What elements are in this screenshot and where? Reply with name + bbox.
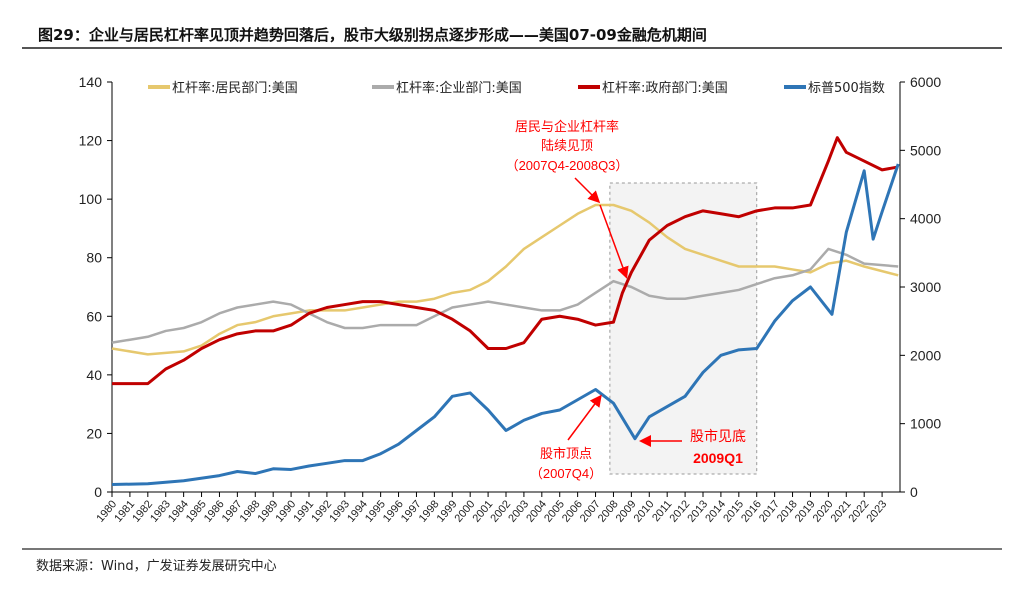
footer-divider [22,548,1002,550]
y-left-tick-label: 0 [94,484,102,500]
legend-label-0: 杠杆率:居民部门:美国 [172,80,298,96]
legend-label-2: 杠杆率:政府部门:美国 [602,80,728,96]
chart-frame [20,20,1003,577]
y-left-tick-label: 120 [79,133,103,149]
annotation-text: （2007Q4） [530,466,602,481]
series-line-2 [112,136,899,386]
y-left-tick-label: 20 [86,425,102,441]
y-right-tick-label: 2000 [910,347,941,363]
arrow-market-top [567,394,602,441]
y-right-tick-label: 1000 [910,416,941,432]
y-left-tick-label: 80 [86,250,102,266]
annotation-text: 股市见底 [690,428,746,444]
y-left-tick-label: 140 [79,74,103,90]
y-left-tick-label: 100 [79,191,103,207]
y-right-tick-label: 4000 [910,211,941,227]
title-divider [22,47,1002,49]
annotation-text: 2009Q1 [693,450,743,466]
arrow-household-peak [574,177,601,204]
y-right-tick-label: 3000 [910,279,941,295]
source-note: 数据来源：Wind，广发证券发展研究中心 [36,559,277,574]
chart-title: 图29：企业与居民杠杆率见顶并趋势回落后，股市大级别拐点逐步形成——美国07-0… [38,26,707,44]
y-right-tick-label: 0 [910,484,918,500]
legend-label-3: 标普500指数 [808,81,885,96]
y-left-tick-label: 40 [86,367,102,383]
y-left-tick-label: 60 [86,308,102,324]
annotation-text: 陆续见顶 [541,138,593,153]
annotation-text: 股市顶点 [540,446,592,461]
y-right-tick-label: 5000 [910,142,941,158]
annotation-text: （2007Q4-2008Q3） [506,158,629,173]
x-tick-label: 2023 [864,498,889,524]
series-line-0 [111,203,899,356]
y-right-tick-label: 6000 [910,74,941,90]
series-line-1 [111,247,899,344]
x-tick-label: 2010 [632,498,657,524]
series-line-3 [111,163,900,486]
arrow-corporate-peak [599,204,629,279]
legend-label-1: 杠杆率:企业部门:美国 [396,80,522,96]
shaded-period [609,182,758,475]
annotation-text: 居民与企业杠杆率 [515,119,619,134]
